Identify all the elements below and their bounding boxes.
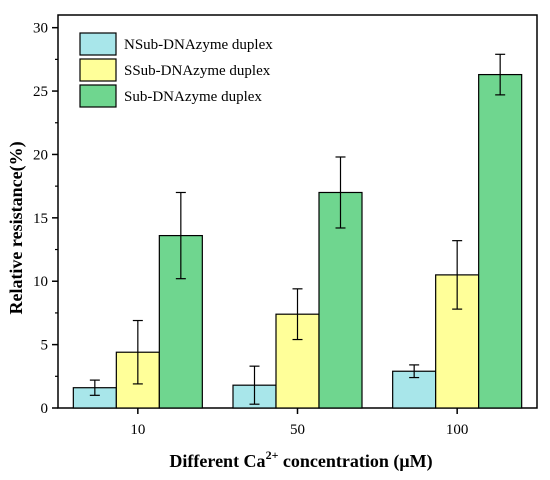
- x-tick-label: 10: [130, 422, 145, 438]
- x-axis-title-end: concentration (μM): [278, 451, 432, 472]
- x-axis-title-superscript: 2+: [266, 448, 279, 462]
- bars-group: [72, 73, 523, 409]
- y-axis-title: Relative resistance(%): [6, 141, 27, 314]
- legend-swatch: [79, 32, 117, 56]
- y-tick-label: 20: [33, 147, 48, 163]
- legend-swatch: [79, 58, 117, 82]
- bar: [392, 370, 437, 409]
- y-tick-label: 10: [33, 274, 48, 290]
- y-tick-label: 0: [41, 401, 49, 417]
- legend-label: NSub-DNAzyme duplex: [124, 37, 273, 53]
- legend-swatch: [79, 84, 117, 108]
- error-bars-group: [89, 53, 506, 405]
- y-tick-label: 25: [33, 84, 48, 100]
- y-tick-label: 15: [33, 211, 48, 227]
- y-tick-label: 30: [33, 21, 48, 37]
- x-tick-label: 50: [290, 422, 305, 438]
- x-axis-title-main: Different Ca: [169, 451, 265, 471]
- legend: NSub-DNAzyme duplex SSub-DNAzyme duplex Su…: [79, 32, 273, 108]
- bar: [478, 73, 523, 409]
- y-tick-label: 5: [41, 338, 49, 354]
- y-axis: 0 5 10 15 20 25 30: [33, 21, 58, 417]
- x-axis: 10 50 100: [130, 408, 468, 438]
- x-axis-title: Different Ca2+ concentration (μM): [169, 448, 432, 472]
- legend-label: Sub-DNAzyme duplex: [124, 89, 262, 105]
- legend-label: SSub-DNAzyme duplex: [124, 63, 271, 79]
- x-tick-label: 100: [446, 422, 469, 438]
